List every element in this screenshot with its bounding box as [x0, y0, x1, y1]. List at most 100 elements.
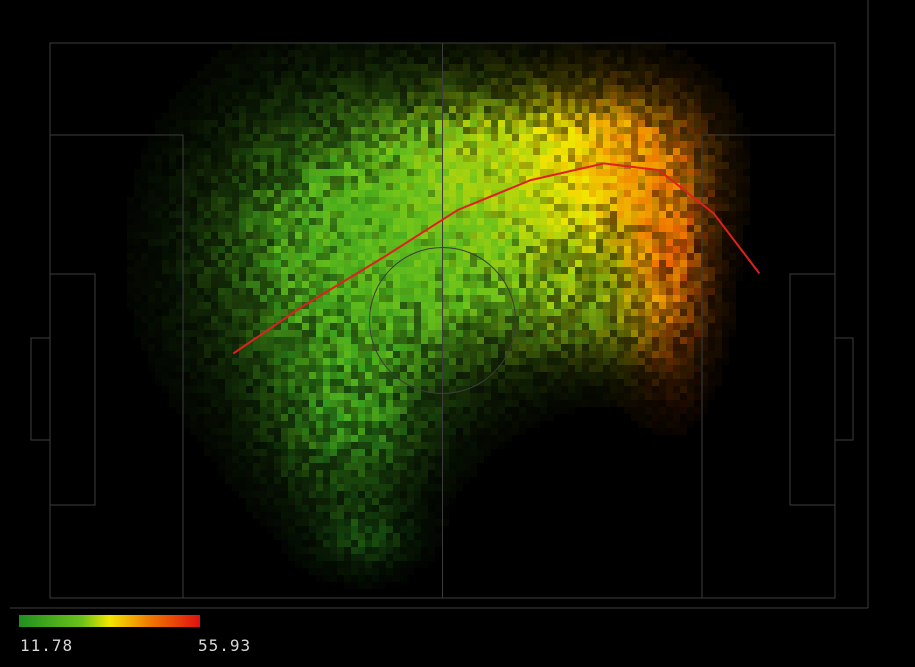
heat-cell: [470, 330, 477, 337]
heat-cell: [295, 351, 302, 358]
heat-cell: [218, 246, 225, 253]
heat-cell: [673, 323, 680, 330]
heat-cell: [477, 71, 484, 78]
heat-cell: [694, 78, 701, 85]
heat-cell: [428, 302, 435, 309]
heat-cell: [204, 176, 211, 183]
heat-cell: [575, 316, 582, 323]
heat-cell: [484, 127, 491, 134]
heat-cell: [274, 379, 281, 386]
heat-cell: [407, 344, 414, 351]
heat-cell: [470, 141, 477, 148]
heat-cell: [386, 141, 393, 148]
heat-cell: [183, 239, 190, 246]
heat-cell: [295, 309, 302, 316]
heat-cell: [596, 204, 603, 211]
heat-cell: [708, 386, 715, 393]
heat-cell: [330, 155, 337, 162]
heat-cell: [582, 295, 589, 302]
heat-cell: [281, 309, 288, 316]
heat-cell: [694, 162, 701, 169]
heat-cell: [694, 379, 701, 386]
heat-cell: [337, 71, 344, 78]
heat-cell: [519, 372, 526, 379]
heat-cell: [428, 169, 435, 176]
heat-cell: [729, 162, 736, 169]
heat-cell: [239, 435, 246, 442]
heat-cell: [687, 211, 694, 218]
heat-cell: [330, 323, 337, 330]
heat-cell: [330, 498, 337, 505]
heat-cell: [267, 323, 274, 330]
heat-cell: [701, 344, 708, 351]
heat-cell: [225, 379, 232, 386]
heat-cell: [323, 155, 330, 162]
heat-cell: [540, 176, 547, 183]
heat-cell: [435, 372, 442, 379]
heat-cell: [204, 386, 211, 393]
heat-cell: [652, 141, 659, 148]
heat-cell: [491, 351, 498, 358]
heat-cell: [211, 204, 218, 211]
heat-cell: [330, 141, 337, 148]
heat-cell: [253, 141, 260, 148]
heat-cell: [624, 260, 631, 267]
heat-cell: [568, 323, 575, 330]
heat-cell: [344, 239, 351, 246]
heat-cell: [302, 463, 309, 470]
heat-cell: [680, 204, 687, 211]
heat-cell: [708, 218, 715, 225]
heat-cell: [407, 141, 414, 148]
heat-cell: [435, 407, 442, 414]
heat-cell: [491, 246, 498, 253]
heat-cell: [407, 50, 414, 57]
heat-cell: [575, 267, 582, 274]
heat-cell: [442, 232, 449, 239]
heat-cell: [323, 400, 330, 407]
heat-cell: [337, 99, 344, 106]
heat-cell: [582, 260, 589, 267]
heat-cell: [554, 120, 561, 127]
heat-cell: [281, 442, 288, 449]
heat-cell: [239, 218, 246, 225]
heat-cell: [365, 274, 372, 281]
heat-cell: [463, 365, 470, 372]
heat-cell: [414, 190, 421, 197]
heat-cell: [225, 148, 232, 155]
heat-cell: [435, 183, 442, 190]
heat-cell: [267, 71, 274, 78]
heat-cell: [512, 428, 519, 435]
heat-cell: [484, 169, 491, 176]
heat-cell: [239, 288, 246, 295]
heat-cell: [344, 344, 351, 351]
heat-cell: [379, 344, 386, 351]
heat-cell: [330, 92, 337, 99]
heat-cell: [197, 316, 204, 323]
heat-cell: [421, 421, 428, 428]
heat-cell: [736, 225, 743, 232]
heat-cell: [603, 169, 610, 176]
heat-cell: [211, 449, 218, 456]
heat-cell: [512, 337, 519, 344]
heat-cell: [190, 372, 197, 379]
heat-cell: [463, 330, 470, 337]
heat-cell: [561, 372, 568, 379]
heat-cell: [225, 204, 232, 211]
heat-cell: [379, 421, 386, 428]
heat-cell: [323, 505, 330, 512]
heat-cell: [526, 99, 533, 106]
heat-cell: [414, 218, 421, 225]
heat-cell: [498, 337, 505, 344]
heat-cell: [197, 134, 204, 141]
heat-cell: [239, 295, 246, 302]
heat-cell: [638, 99, 645, 106]
heat-cell: [596, 43, 603, 50]
heat-cell: [435, 176, 442, 183]
heat-cell: [421, 183, 428, 190]
heat-cell: [463, 421, 470, 428]
heat-cell: [183, 253, 190, 260]
heat-cell: [225, 442, 232, 449]
heat-cell: [274, 183, 281, 190]
heat-cell: [631, 372, 638, 379]
heat-cell: [463, 295, 470, 302]
